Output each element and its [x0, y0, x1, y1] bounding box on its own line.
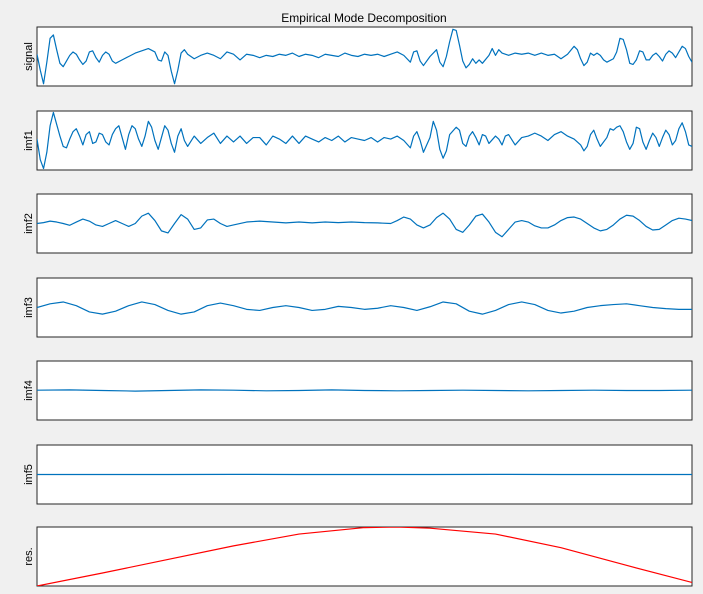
panel-imf4: imf4 — [23, 360, 693, 421]
series-line-imf2 — [37, 212, 692, 238]
panel-res: res. — [23, 526, 693, 587]
ylabel-res: res. — [23, 547, 35, 565]
series-line-imf1 — [37, 111, 692, 170]
ylabel-imf3: imf3 — [23, 297, 35, 318]
ylabel-imf1: imf1 — [23, 130, 35, 151]
panel-imf1: imf1 — [23, 110, 693, 171]
axes-box — [36, 193, 693, 254]
axes-box — [36, 26, 693, 87]
panel-imf5: imf5 — [23, 444, 693, 505]
ylabel-signal: signal — [23, 42, 35, 71]
axes-box — [36, 277, 693, 338]
panel-signal: signal — [23, 26, 693, 87]
ylabel-imf2: imf2 — [23, 213, 35, 234]
series-line-imf3 — [37, 301, 692, 315]
panel-imf3: imf3 — [23, 277, 693, 338]
ylabel-imf5: imf5 — [23, 464, 35, 485]
series-line-imf4 — [37, 389, 692, 392]
figure-title: Empirical Mode Decomposition — [281, 11, 446, 25]
ylabel-imf4: imf4 — [23, 380, 35, 401]
panel-imf2: imf2 — [23, 193, 693, 254]
series-line-res — [37, 527, 692, 586]
series-line-signal — [37, 28, 692, 85]
